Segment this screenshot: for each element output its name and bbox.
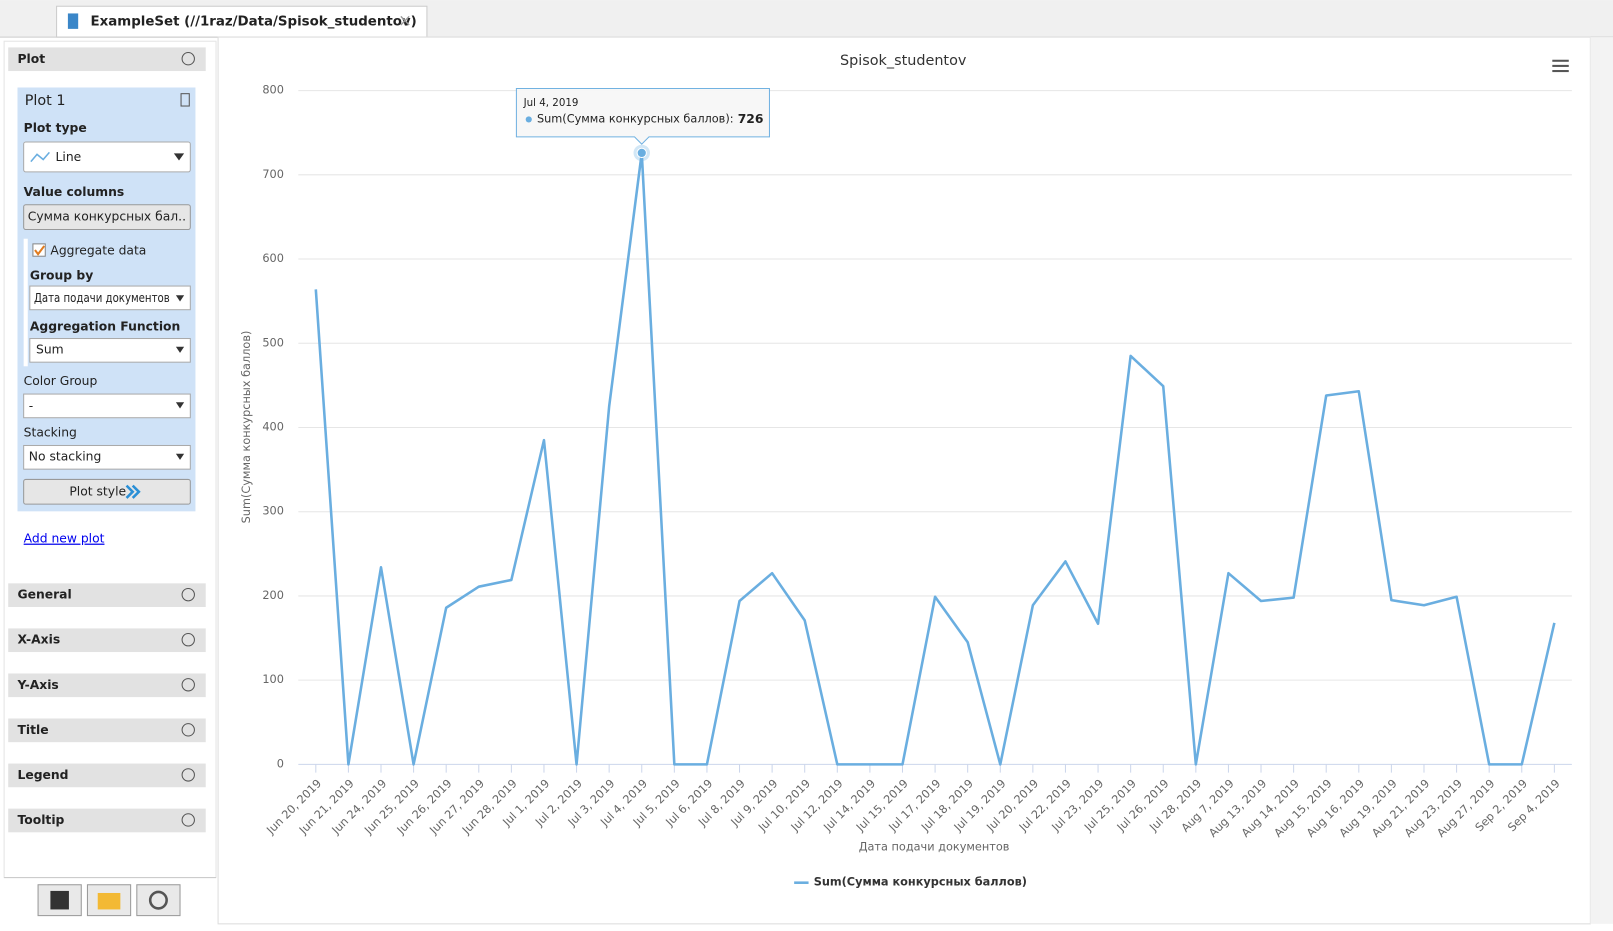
x-axis-title: Дата подачи документов	[859, 841, 1010, 854]
refresh-button[interactable]	[136, 884, 181, 917]
checkbox-label: Aggregate data	[50, 244, 146, 258]
dropdown-value: Line	[56, 150, 82, 164]
section-header[interactable]	[8, 763, 206, 788]
section-header[interactable]	[8, 808, 206, 833]
expand-icon[interactable]	[181, 678, 195, 692]
chart-panel	[217, 36, 1591, 925]
y-tick-label: 700	[262, 168, 284, 181]
highlighted-point	[636, 147, 647, 159]
chart-title: Spisok_studentov	[840, 53, 967, 69]
section-header[interactable]	[8, 583, 206, 608]
stacking-dropdown[interactable]	[23, 444, 191, 470]
button-text: Plot style	[69, 484, 126, 498]
label: Color Group	[24, 374, 98, 388]
y-tick-label: 100	[262, 673, 284, 686]
y-axis-title: Sum(Сумма конкурсных баллов)	[240, 331, 253, 524]
y-tick-label: 800	[262, 84, 284, 97]
y-tick-label: 200	[262, 589, 284, 602]
label: Group by	[30, 268, 93, 282]
dropdown-value: No stacking	[29, 449, 101, 463]
tab-title: ExampleSet (//1raz/Data/Spisok_studentov…	[91, 15, 417, 30]
dropdown-value: -	[29, 399, 33, 413]
tab-icon	[67, 13, 79, 29]
tooltip	[515, 88, 770, 145]
section-title: General	[17, 588, 71, 602]
expand-icon[interactable]	[181, 768, 195, 782]
plot-section-header[interactable]	[8, 47, 206, 72]
tooltip-label: Sum(Сумма конкурсных баллов):	[537, 112, 734, 125]
section-title: Legend	[17, 768, 68, 782]
group-by-dropdown[interactable]	[29, 285, 191, 311]
y-tick-label: 0	[277, 757, 284, 770]
add-plot-link[interactable]: Add new plot	[24, 532, 105, 546]
color-group-dropdown[interactable]	[23, 393, 191, 419]
section-title: Title	[17, 723, 48, 737]
y-tick-label: 500	[262, 336, 284, 349]
plot-style-button[interactable]	[23, 478, 191, 505]
series-line	[314, 151, 1556, 766]
y-tick-label: 600	[262, 252, 284, 265]
y-tick-label: 300	[262, 505, 284, 518]
label: Aggregation Function	[30, 320, 180, 334]
expand-icon[interactable]	[181, 633, 195, 647]
value-column-button[interactable]	[23, 204, 191, 230]
section-title: Tooltip	[17, 813, 64, 827]
tab[interactable]	[56, 5, 428, 38]
expand-icon[interactable]	[181, 587, 195, 602]
plot-type-dropdown[interactable]	[23, 141, 191, 173]
section-title: X-Axis	[17, 633, 60, 647]
expand-icon[interactable]	[181, 813, 195, 827]
button-text: Сумма конкурсных бал..	[28, 210, 186, 224]
tooltip-value: 726	[738, 112, 764, 126]
y-tick-label: 400	[262, 420, 284, 433]
menu-button[interactable]	[1552, 59, 1569, 73]
section-title: Plot	[17, 52, 45, 66]
dropdown-value: Sum	[36, 342, 64, 356]
section-title: Y-Axis	[16, 678, 58, 692]
close-tab[interactable]: ×	[398, 11, 412, 30]
tooltip-date: Jul 4, 2019	[523, 97, 579, 109]
section-header[interactable]	[8, 718, 206, 743]
legend-label[interactable]: Sum(Сумма конкурсных баллов)	[814, 876, 1027, 889]
collapse-icon[interactable]	[181, 52, 195, 66]
tooltip-marker	[525, 116, 532, 123]
expand-icon[interactable]	[181, 723, 195, 737]
label: Value columns	[24, 185, 125, 199]
label: Stacking	[24, 426, 77, 440]
label: Plot type	[24, 121, 87, 135]
dropdown-value: Дата подачи документов	[34, 291, 170, 305]
section-header[interactable]	[8, 673, 206, 698]
section-header[interactable]	[8, 628, 206, 653]
aggregation-dropdown[interactable]	[29, 337, 191, 363]
scrollbar	[1590, 37, 1613, 924]
delete-plot[interactable]	[180, 93, 190, 107]
plot-name: Plot 1	[25, 93, 66, 109]
